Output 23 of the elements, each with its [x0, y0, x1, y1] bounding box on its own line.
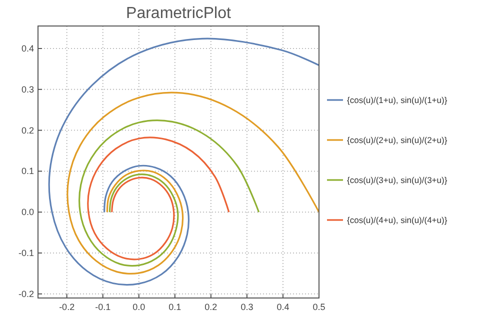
x-tick-label: 0.4: [276, 302, 290, 312]
x-tick-label: 0.2: [204, 302, 218, 312]
chart-title: ParametricPlot: [126, 5, 232, 22]
y-tick-label: 0.2: [21, 125, 34, 136]
x-tick-label: 0.5: [312, 302, 326, 312]
y-tick-label: -0.2: [18, 288, 34, 299]
x-tick-label: 0.0: [132, 302, 146, 312]
line-series: [66, 92, 320, 274]
line-series: [78, 120, 260, 267]
y-tick-label: 0.4: [21, 43, 34, 54]
x-tick-label: -0.1: [95, 302, 111, 312]
y-tick-label: 0.0: [21, 207, 34, 218]
legend-label: {cos(u)/(3+u), sin(u)/(3+u)}: [347, 175, 448, 185]
x-tick-label: 0.3: [240, 302, 254, 312]
legend-label: {cos(u)/(4+u), sin(u)/(4+u)}: [347, 215, 448, 225]
y-tick-label: -0.1: [18, 248, 34, 258]
line-series: [87, 136, 230, 260]
legend-label: {cos(u)/(1+u), sin(u)/(1+u)}: [347, 95, 448, 105]
legend-label: {cos(u)/(2+u), sin(u)/(2+u)}: [347, 135, 448, 145]
y-tick-label: 0.1: [21, 166, 34, 176]
y-tick-label: 0.3: [21, 84, 34, 94]
x-tick-label: 0.1: [168, 302, 182, 312]
x-tick-label: -0.2: [59, 302, 75, 312]
